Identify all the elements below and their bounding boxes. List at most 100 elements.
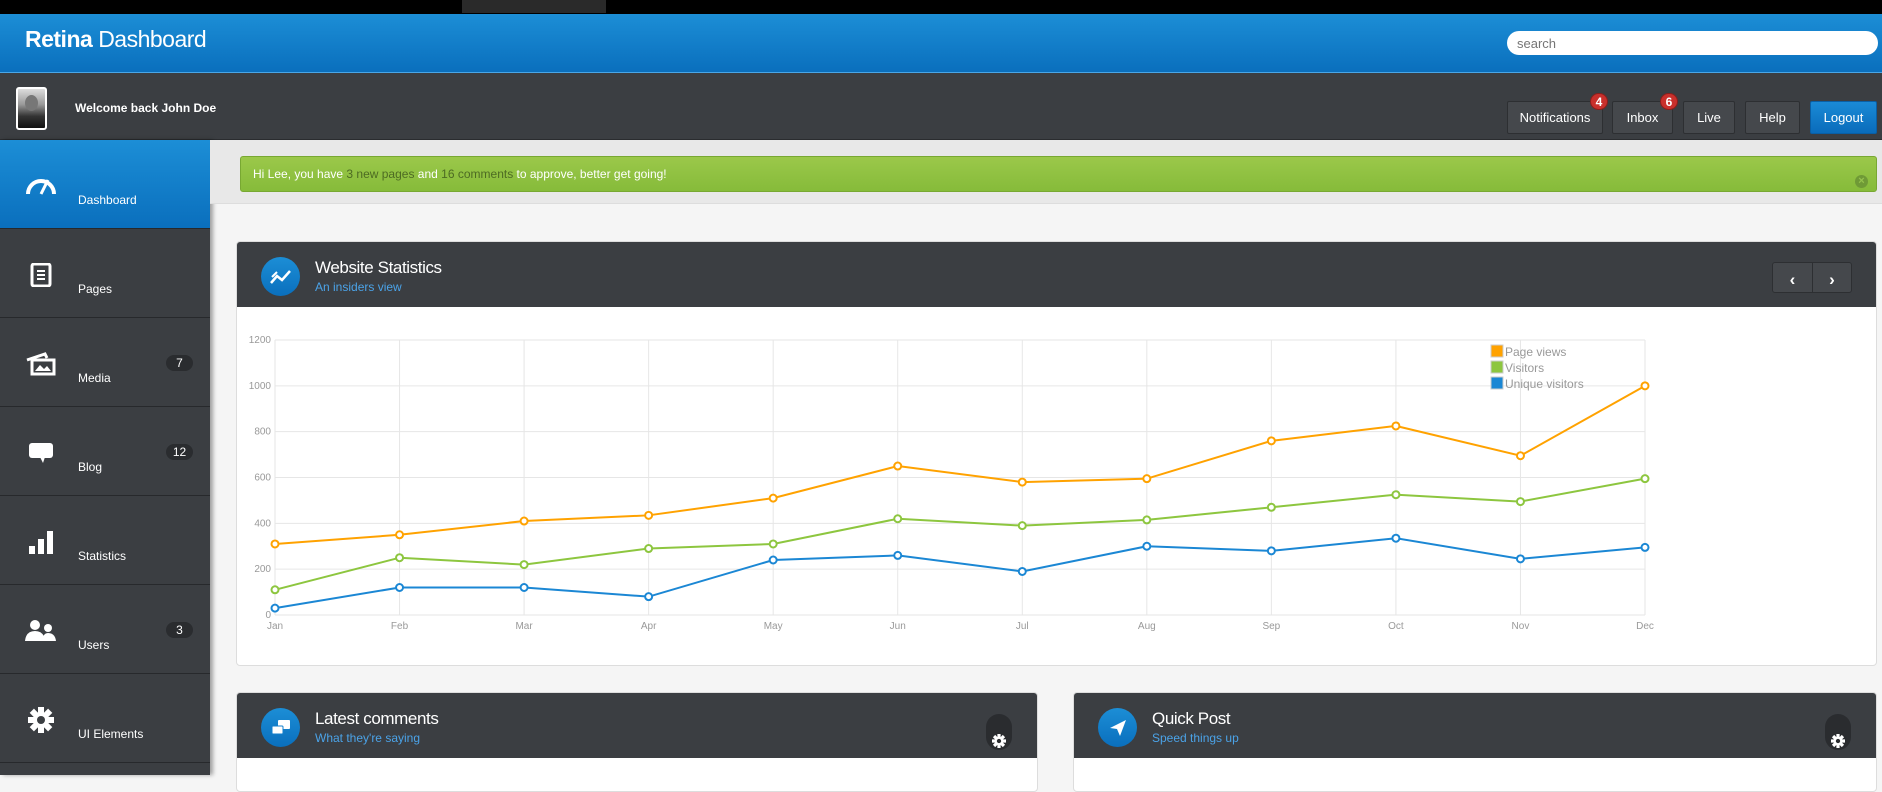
y-tick-label: 1000 — [249, 381, 272, 392]
data-point — [519, 583, 529, 592]
quick-post-panel: Quick Post Speed things up — [1073, 692, 1877, 792]
welcome-text: Welcome back John Doe — [75, 101, 217, 115]
document-icon — [24, 261, 58, 289]
sidebar-item-dashboard[interactable]: Dashboard — [0, 140, 210, 229]
data-point — [1391, 421, 1401, 431]
sidebar-item-media[interactable]: Media 7 — [0, 318, 210, 407]
inbox-label: Inbox — [1626, 110, 1659, 125]
sidebar-item-statistics[interactable]: Statistics — [0, 496, 210, 585]
chart-pager: ‹ › — [1772, 262, 1852, 293]
series-line-page-views — [274, 384, 1646, 545]
blog-count-badge: 12 — [166, 444, 193, 460]
data-point — [1017, 521, 1027, 531]
sidebar-item-users[interactable]: Users 3 — [0, 585, 210, 674]
data-point — [1142, 541, 1152, 551]
data-point — [270, 539, 280, 549]
data-point — [1515, 554, 1525, 564]
data-point — [270, 585, 280, 595]
comments-link[interactable]: 16 comments — [441, 167, 514, 181]
data-point — [519, 516, 529, 526]
panel-subtitle: An insiders view — [315, 280, 402, 294]
panel-header: Quick Post Speed things up — [1074, 693, 1876, 758]
paper-plane-icon — [1098, 708, 1137, 747]
data-point — [270, 603, 280, 613]
data-point — [893, 514, 903, 524]
sidebar-item-pages[interactable]: Pages — [0, 229, 210, 318]
data-point — [395, 583, 405, 592]
alert-text: to approve, better get going! — [513, 167, 667, 181]
x-tick-label: Nov — [1512, 621, 1530, 632]
data-point — [519, 560, 529, 570]
panel-title: Quick Post — [1152, 709, 1231, 728]
panel-title: Latest comments — [315, 709, 439, 728]
gear-icon — [24, 706, 58, 734]
data-point — [1640, 381, 1650, 391]
latest-comments-panel: Latest comments What they're saying — [236, 692, 1038, 792]
media-count-badge: 7 — [166, 355, 193, 371]
images-icon — [24, 350, 58, 378]
next-button[interactable]: › — [1812, 263, 1851, 292]
data-point — [768, 539, 778, 549]
browser-tab[interactable] — [462, 0, 606, 13]
legend-label: Page views — [1505, 345, 1566, 359]
x-tick-label: Oct — [1388, 621, 1404, 632]
users-icon — [24, 617, 58, 645]
prev-button[interactable]: ‹ — [1789, 270, 1796, 289]
x-tick-label: Sep — [1262, 621, 1280, 632]
close-icon[interactable]: × — [1855, 175, 1868, 188]
data-point — [1391, 490, 1401, 500]
avatar[interactable] — [16, 87, 47, 130]
user-bar: Welcome back John Doe Notifications 4 Inb… — [0, 73, 1882, 140]
live-button[interactable]: Live — [1683, 101, 1735, 134]
help-button[interactable]: Help — [1745, 101, 1800, 134]
sidebar: Dashboard Pages Media 7 Blog 12 Statisti… — [0, 140, 210, 775]
website-statistics-panel: Website Statistics An insiders view ‹ › … — [236, 241, 1877, 666]
x-tick-label: Mar — [515, 621, 533, 632]
legend-swatch — [1490, 360, 1504, 374]
data-point — [1640, 474, 1650, 484]
settings-button[interactable] — [986, 714, 1012, 750]
alert-text: Hi Lee, you have — [253, 167, 347, 181]
search-input[interactable] — [1507, 31, 1878, 55]
notifications-label: Notifications — [1519, 110, 1591, 125]
gear-icon — [992, 734, 1006, 748]
sidebar-item-blog[interactable]: Blog 12 — [0, 407, 210, 496]
app-header: Retina Dashboard — [0, 14, 1882, 73]
alert-text: and — [414, 167, 442, 181]
x-tick-label: Jun — [890, 621, 906, 632]
dashboard-gauge-icon — [24, 172, 58, 200]
y-tick-label: 800 — [254, 427, 271, 438]
settings-button[interactable] — [1825, 714, 1851, 750]
data-point — [1266, 502, 1276, 512]
speech-bubble-icon — [24, 439, 58, 467]
data-point — [893, 461, 903, 471]
panel-header: Website Statistics An insiders view ‹ › — [237, 242, 1876, 307]
inbox-button[interactable]: Inbox 6 — [1612, 93, 1678, 134]
data-point — [1142, 474, 1152, 484]
data-point — [1142, 515, 1152, 525]
users-count-badge: 3 — [166, 622, 193, 638]
alert-area: Hi Lee, you have 3 new pages and 16 comm… — [210, 140, 1882, 204]
x-tick-label: Aug — [1138, 621, 1156, 632]
data-point — [1391, 533, 1401, 543]
new-pages-link[interactable]: 3 new pages — [346, 167, 415, 181]
sidebar-label: Media — [78, 371, 111, 385]
brand-logo[interactable]: Retina Dashboard — [25, 26, 207, 53]
y-tick-label: 600 — [254, 473, 271, 484]
sidebar-label: Users — [78, 638, 110, 652]
notifications-badge: 4 — [1590, 93, 1608, 110]
sidebar-label: Pages — [78, 282, 113, 296]
y-tick-label: 0 — [265, 610, 271, 621]
sidebar-label: Dashboard — [78, 193, 137, 207]
inbox-badge: 6 — [1660, 93, 1678, 110]
sidebar-item-ui-elements[interactable]: UI Elements — [0, 674, 210, 763]
notifications-button[interactable]: Notifications 4 — [1507, 93, 1608, 134]
data-point — [1640, 542, 1650, 552]
brand-light: Dashboard — [98, 26, 207, 52]
data-point — [395, 553, 405, 563]
data-point — [1017, 477, 1027, 487]
data-point — [893, 550, 903, 560]
series-line-visitors — [274, 477, 1646, 591]
y-tick-label: 200 — [254, 564, 271, 575]
logout-button[interactable]: Logout — [1810, 101, 1877, 134]
